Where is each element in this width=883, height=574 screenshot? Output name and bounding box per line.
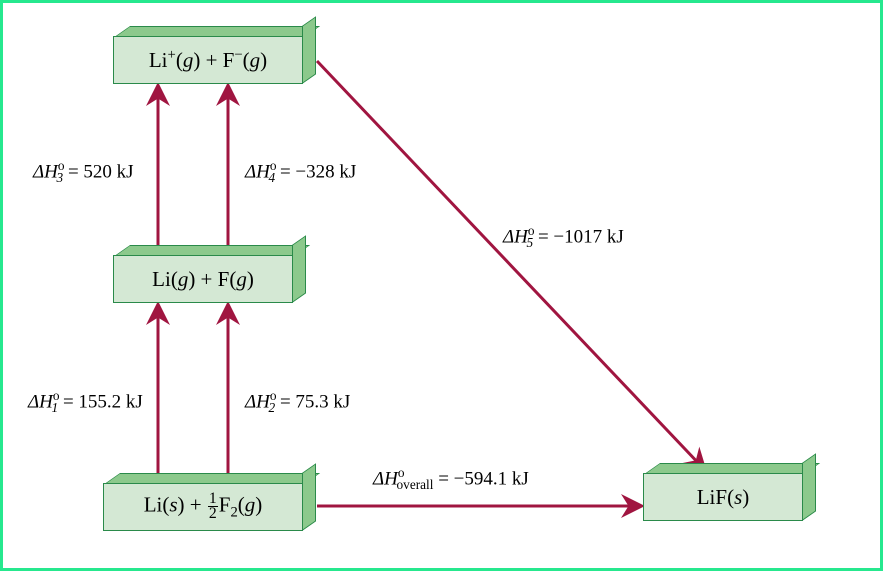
label-h5: ΔHo5 = −1017 kJ: [503, 223, 624, 251]
node-ions-gas-label: Li+(g) + F−(g): [149, 47, 267, 73]
arrow-h5: [317, 61, 703, 468]
label-h1: ΔHo1 = 155.2 kJ: [28, 388, 143, 416]
label-h4: ΔHo4 = −328 kJ: [245, 158, 356, 186]
label-overall: ΔHooverall = −594.1 kJ: [373, 465, 529, 493]
label-h2: ΔHo2 = 75.3 kJ: [245, 388, 350, 416]
label-h3: ΔHo3 = 520 kJ: [33, 158, 134, 186]
node-product-label: LiF(s): [697, 485, 750, 510]
node-elements-label: Li(s) + 12F2(g): [144, 492, 263, 522]
node-atoms-gas-label: Li(g) + F(g): [152, 267, 254, 292]
